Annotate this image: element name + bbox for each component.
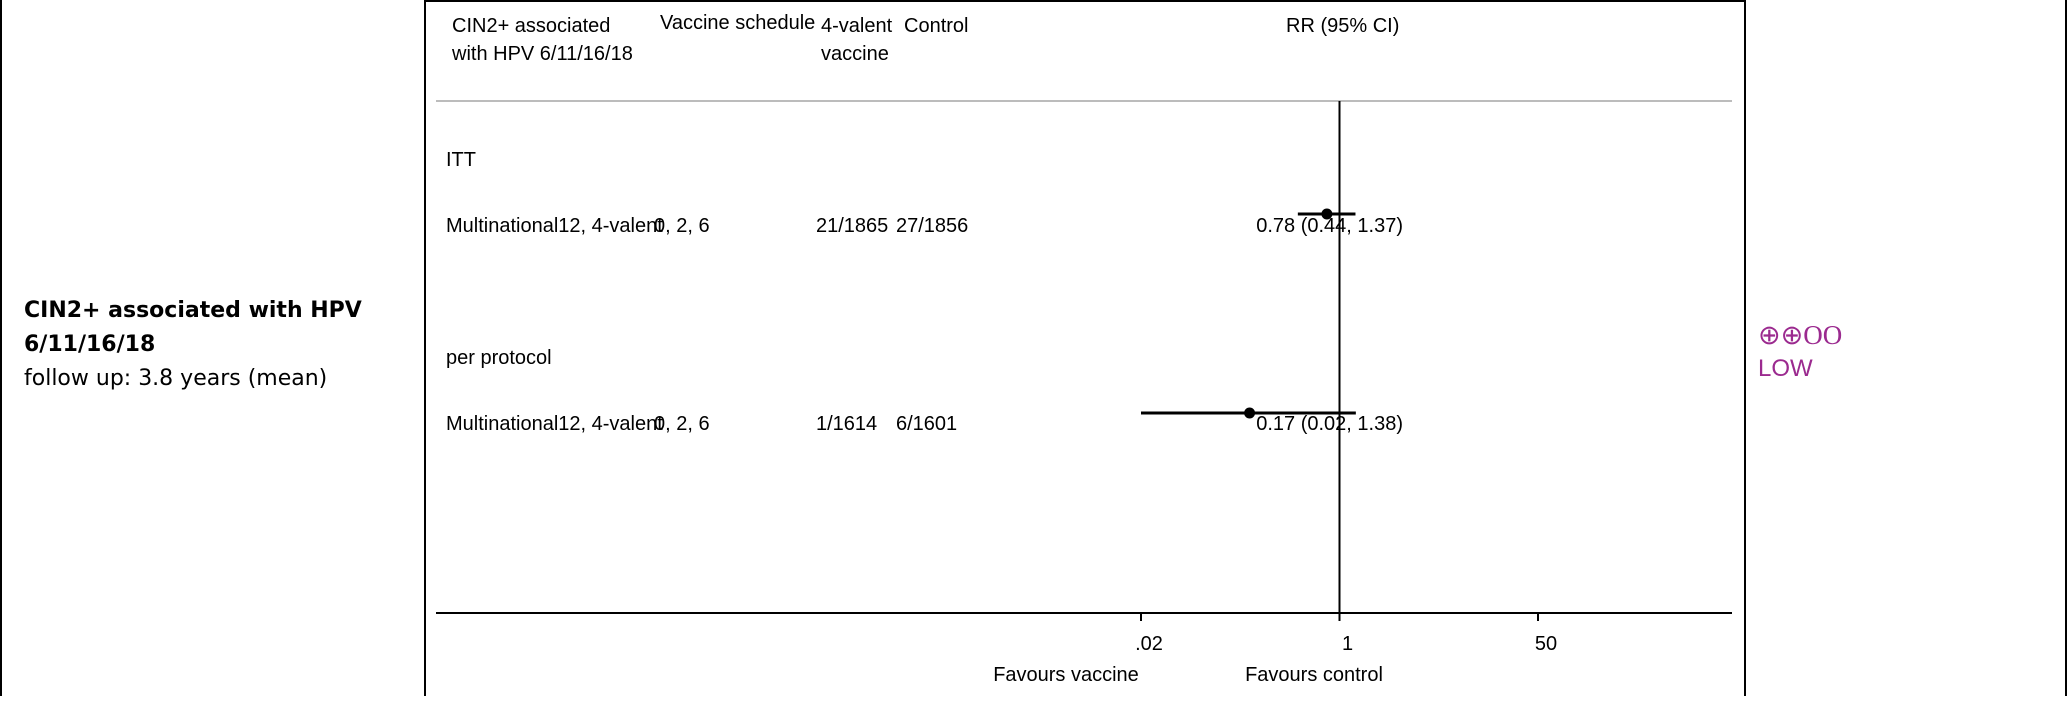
header-vaccine-line1: 4-valent bbox=[821, 15, 893, 37]
forest-plot-cell: CIN2+ associated with HPV 6/11/16/18 Vac… bbox=[424, 0, 1744, 696]
forest-plot: CIN2+ associated with HPV 6/11/16/18 Vac… bbox=[436, 12, 1732, 686]
header-control: Control bbox=[904, 15, 968, 37]
outcome-cell: CIN2+ associated with HPV 6/11/16/18 fol… bbox=[0, 0, 424, 696]
header-effect: RR (95% CI) bbox=[1286, 15, 1399, 37]
study-schedule: 0, 2, 6 bbox=[654, 215, 710, 237]
study-schedule: 0, 2, 6 bbox=[654, 413, 710, 435]
study-effect: 0.78 (0.44, 1.37) bbox=[1256, 215, 1403, 237]
study-vaccine-events: 21/1865 bbox=[816, 215, 888, 237]
outcome-followup: follow up: 3.8 years (mean) bbox=[24, 366, 328, 391]
header-vaccine-line2: vaccine bbox=[821, 43, 889, 65]
study-effect: 0.17 (0.02, 1.38) bbox=[1256, 413, 1403, 435]
study-name: Multinational12, 4-valent bbox=[446, 413, 663, 435]
certainty-cell: ⊕⊕OO LOW bbox=[1744, 0, 2067, 696]
header-outcome-line1: CIN2+ associated bbox=[452, 15, 610, 37]
point-estimate bbox=[1321, 208, 1333, 220]
point-estimate bbox=[1244, 407, 1256, 419]
study-control-events: 27/1856 bbox=[896, 215, 968, 237]
x-tick-label: 50 bbox=[1535, 633, 1557, 655]
x-tick-label: 1 bbox=[1342, 633, 1353, 655]
certainty-symbols: ⊕⊕OO bbox=[1758, 320, 1843, 350]
x-label-favours-vaccine: Favours vaccine bbox=[993, 664, 1139, 686]
certainty-level: LOW bbox=[1758, 355, 1813, 382]
study-vaccine-events: 1/1614 bbox=[816, 413, 877, 435]
study-name: Multinational12, 4-valent bbox=[446, 215, 663, 237]
x-label-favours-control: Favours control bbox=[1245, 664, 1383, 686]
plot-marks: .02 1 50 bbox=[1135, 101, 1557, 655]
certainty-rating: ⊕⊕OO LOW bbox=[1758, 318, 1842, 386]
header-outcome-line2: with HPV 6/11/16/18 bbox=[451, 43, 633, 65]
group-label-per-protocol: per protocol bbox=[446, 347, 552, 369]
header-schedule: Vaccine schedule bbox=[660, 12, 815, 34]
outcome-title: CIN2+ associated with HPV 6/11/16/18 bbox=[24, 298, 362, 357]
study-control-events: 6/1601 bbox=[896, 413, 957, 435]
outcome-description: CIN2+ associated with HPV 6/11/16/18 fol… bbox=[24, 294, 404, 396]
group-label-itt: ITT bbox=[446, 149, 476, 171]
x-tick-label: .02 bbox=[1135, 633, 1163, 655]
